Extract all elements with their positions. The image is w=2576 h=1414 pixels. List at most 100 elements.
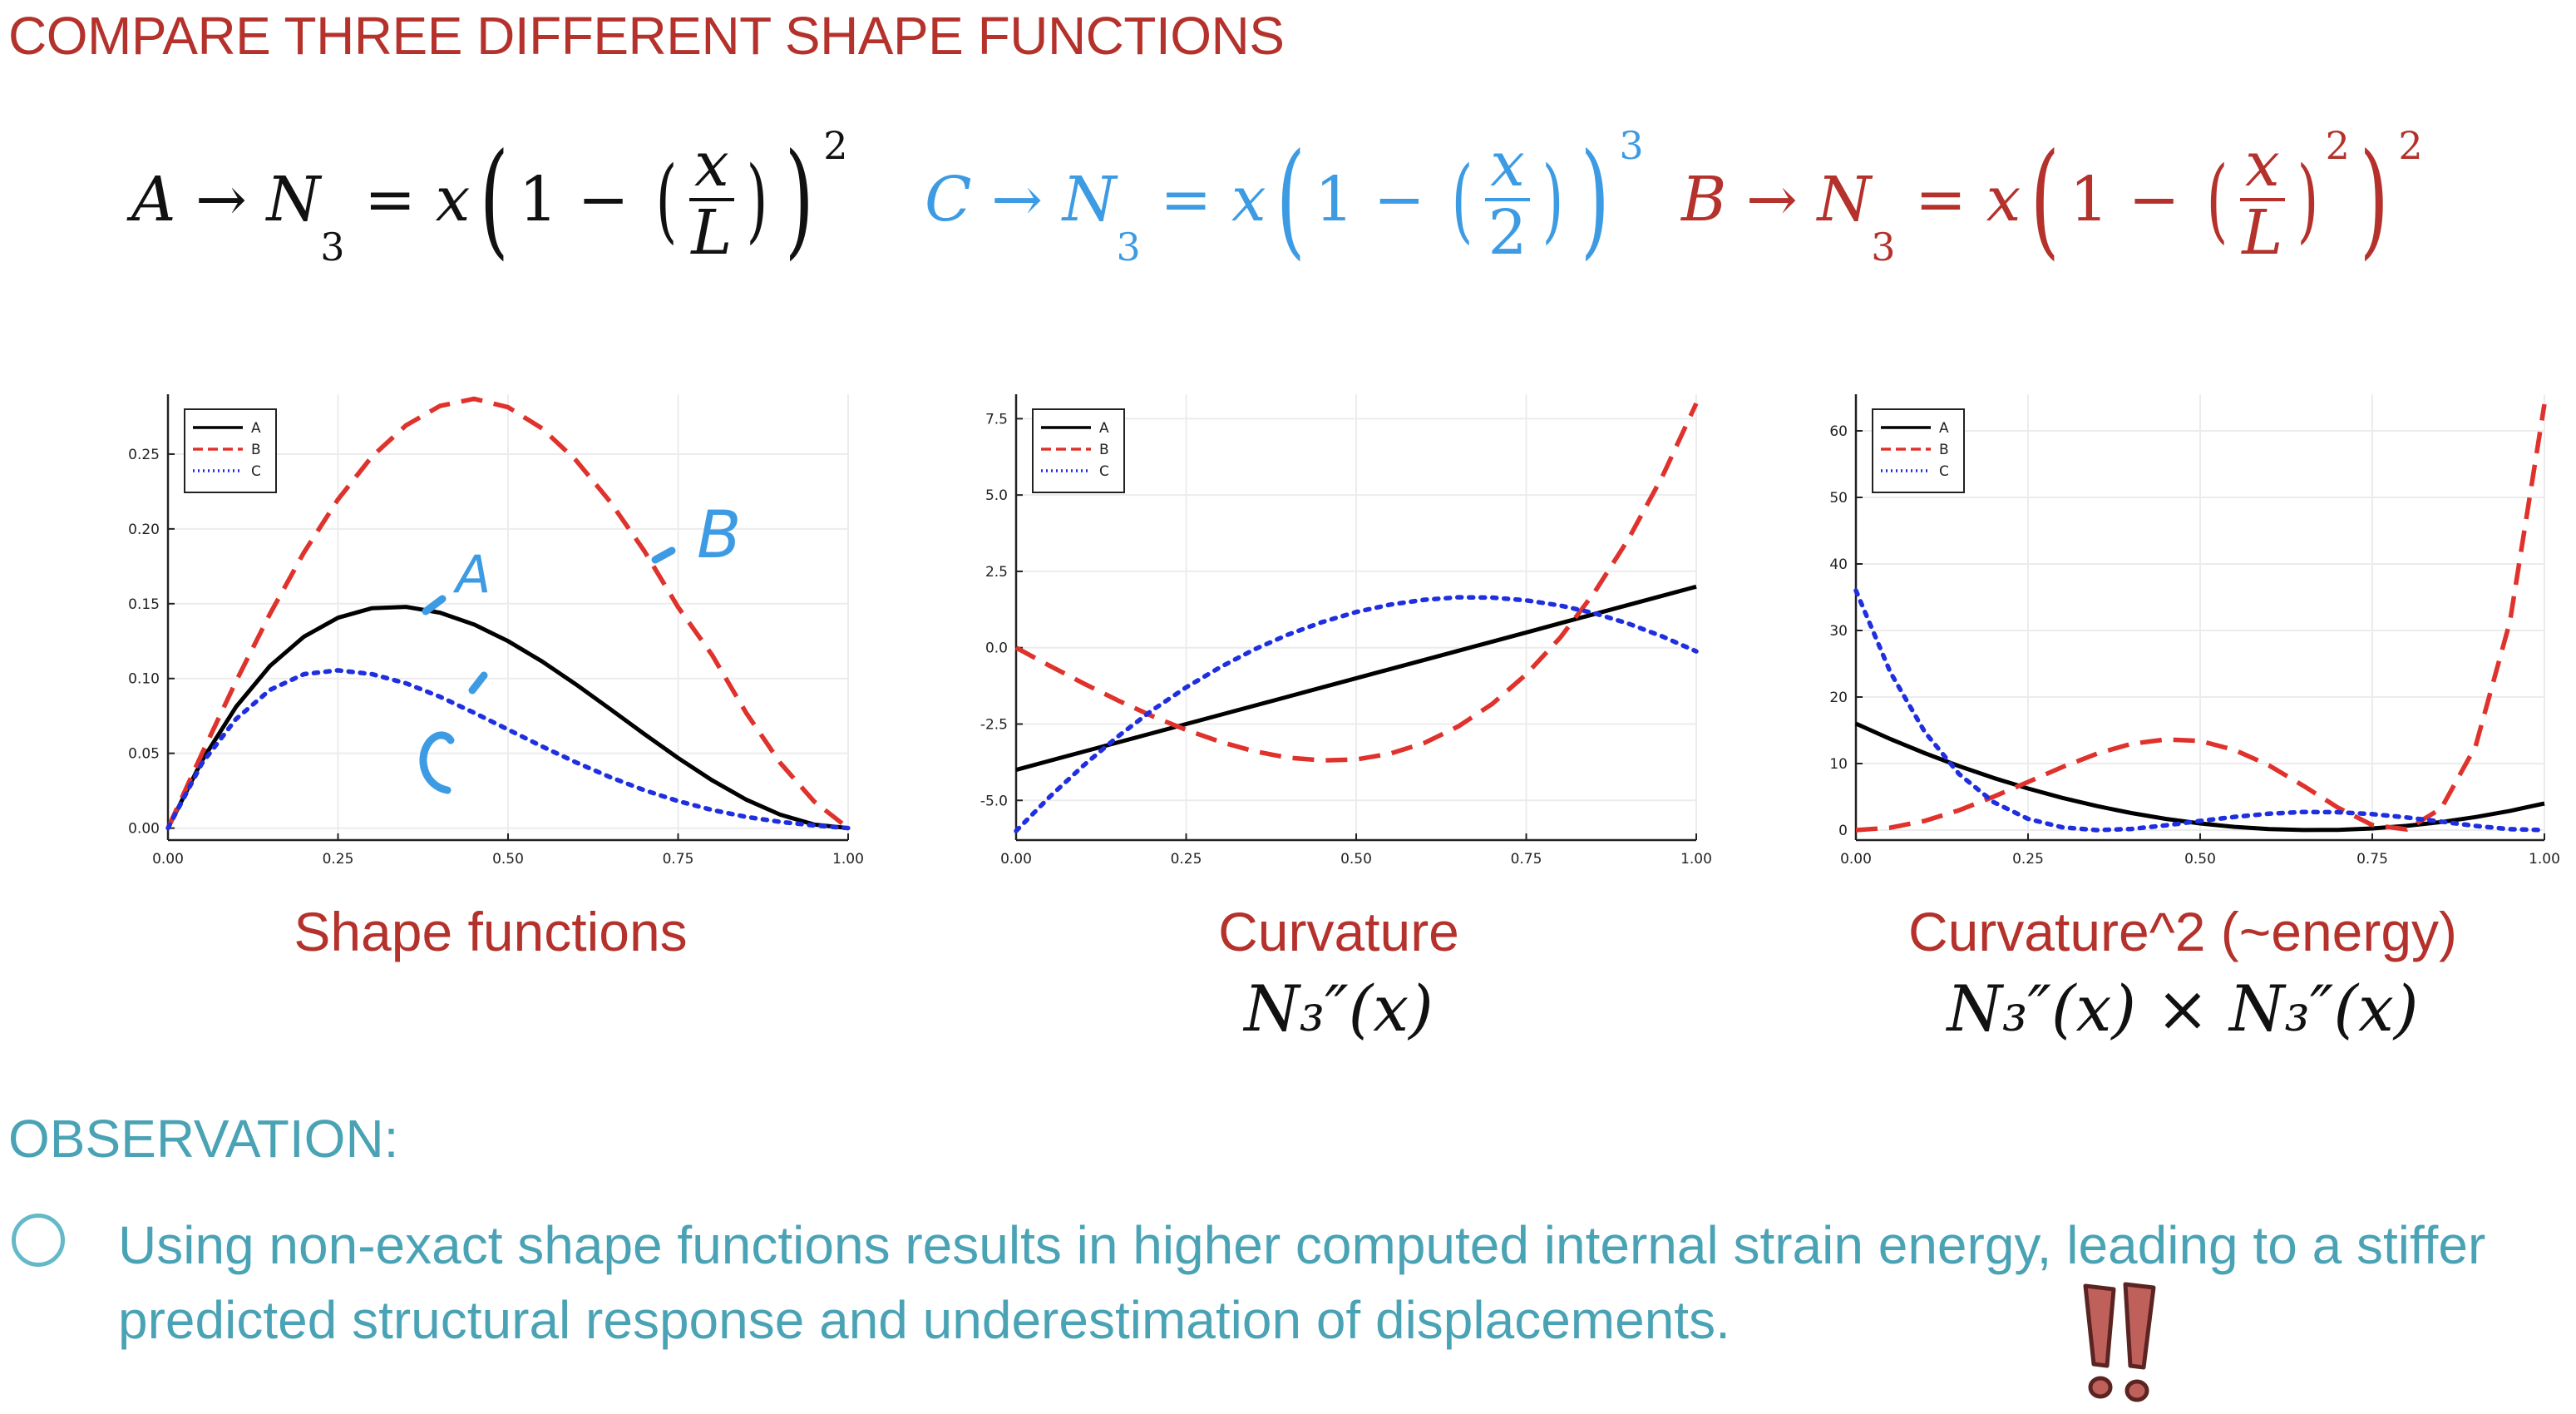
- chart-curvature: 0.00 0.25 0.50 0.75 1.00 -5.0 -2.5 0.0 2.5 5.0 7.5…: [956, 383, 1721, 898]
- series-line-C: [165, 668, 851, 831]
- eq-power: 2: [2398, 123, 2423, 168]
- eq-equals: =: [1160, 164, 1212, 235]
- annotation-tick-c: [468, 671, 488, 695]
- x-tick-label: 1.00: [832, 851, 864, 868]
- x-tick-label: 0.00: [1840, 851, 1872, 868]
- observation-heading: OBSERVATION:: [8, 1109, 399, 1169]
- series-line-B: [165, 396, 850, 830]
- eq-label: B: [1681, 164, 1727, 235]
- x-tick-label: 0.25: [1171, 851, 1202, 868]
- y-tick-label: 5.0: [985, 487, 1008, 504]
- eq-sub: 3: [1116, 225, 1141, 269]
- legend-label-B: B: [1099, 442, 1109, 458]
- annotation-b: B: [697, 499, 742, 573]
- eq-equals: =: [364, 164, 417, 235]
- eq-sub: 3: [320, 225, 345, 269]
- eq-minus: −: [577, 164, 629, 235]
- caption-energy-math: N₃″(x) × N₃″(x): [1947, 972, 2419, 1046]
- eq-power: 2: [823, 123, 848, 168]
- eq-one: 1: [518, 164, 558, 235]
- caption-curvature-math: N₃″(x): [1244, 972, 1434, 1046]
- observation-text: Using non-exact shape functions results …: [118, 1215, 2486, 1350]
- x-tick-label: 0.50: [2184, 851, 2216, 868]
- y-tick-label: 10: [1829, 756, 1848, 773]
- x-tick-label: 1.00: [2529, 851, 2560, 868]
- legend-label-B: B: [1939, 442, 1949, 458]
- y-tick-label: 50: [1829, 490, 1848, 507]
- eq-arrow: →: [1745, 164, 1798, 235]
- eq-one: 1: [1315, 164, 1355, 235]
- chart-shape-functions: 0.00 0.25 0.50 0.75 1.00 0.00 0.05 0.10 0.15 0.20…: [108, 383, 873, 898]
- eq-lhs: N: [1062, 164, 1117, 235]
- series-line-C: [1853, 588, 2547, 833]
- annotation-c-stroke: [419, 731, 455, 794]
- annotation-a: A: [452, 544, 491, 605]
- double-exclamation-icon: [2083, 1282, 2156, 1402]
- eq-lhs: N: [266, 164, 321, 235]
- eq-minus: −: [1373, 164, 1425, 235]
- eq-power: 3: [1619, 123, 1644, 168]
- y-tick-label: 20: [1829, 690, 1848, 706]
- x-tick-label: 1.00: [1680, 851, 1712, 868]
- y-tick-label: -5.0: [980, 793, 1008, 809]
- legend-label-C: C: [1099, 463, 1109, 480]
- curvature-plot: 0.00 0.25 0.50 0.75 1.00 -5.0 -2.5 0.0 2.5 5.0 7.5…: [980, 394, 1712, 868]
- shape-functions-plot: 0.00 0.25 0.50 0.75 1.00 0.00 0.05 0.10 0.15 0.20…: [128, 394, 864, 868]
- y-tick-label: 0.0: [985, 640, 1008, 657]
- exclamation-bar-2: [2123, 1282, 2156, 1370]
- page-title: COMPARE THREE DIFFERENT SHAPE FUNCTIONS: [8, 6, 1285, 66]
- y-tick-label: 60: [1829, 423, 1848, 440]
- legend-label-B: B: [251, 442, 261, 458]
- legend-label-C: C: [251, 463, 261, 480]
- eq-arrow: →: [991, 164, 1044, 235]
- eq-x: x: [1986, 164, 2021, 235]
- eq-x: x: [1231, 164, 1266, 235]
- eq-lhs: N: [1817, 164, 1872, 235]
- caption-energy: Curvature^2 (~energy): [1907, 901, 2458, 962]
- y-tick-label: 0.00: [128, 821, 160, 838]
- legend-label-A: A: [1939, 420, 1949, 437]
- chart-energy: 0.00 0.25 0.50 0.75 1.00 0 10 20 30 40 50 60 A B C: [1796, 383, 2569, 898]
- series-line-B: [1014, 402, 1699, 763]
- y-tick-label: 0.05: [128, 746, 160, 763]
- series-line-A: [165, 605, 849, 831]
- x-tick-label: 0.00: [152, 851, 184, 868]
- y-tick-label: 30: [1829, 623, 1848, 640]
- y-tick-label: 0.20: [128, 522, 160, 538]
- eq-sub: 3: [1871, 225, 1896, 269]
- series-line-C: [1014, 595, 1699, 833]
- x-tick-label: 0.75: [1511, 851, 1542, 868]
- legend-label-A: A: [1099, 420, 1109, 437]
- exclamation-dot-2: [2124, 1379, 2149, 1402]
- legend-box: [184, 408, 277, 493]
- exclamation-dot-1: [2088, 1376, 2113, 1399]
- eq-equals: =: [1915, 164, 1967, 235]
- series-line-A: [1015, 584, 1697, 773]
- annotation-tick-a: [422, 595, 447, 616]
- series-line-A: [1854, 721, 2545, 833]
- x-tick-label: 0.75: [663, 851, 694, 868]
- y-tick-label: 0.15: [128, 596, 160, 613]
- legend-label-A: A: [251, 420, 261, 437]
- caption-curvature: Curvature: [1218, 901, 1459, 962]
- eq-label: A: [131, 164, 176, 235]
- bullet-circle-icon: [12, 1214, 65, 1267]
- y-tick-label: 0.10: [128, 671, 160, 688]
- eq-x: x: [435, 164, 471, 235]
- eq-inner-power: 2: [2325, 123, 2350, 168]
- y-tick-label: 7.5: [985, 411, 1008, 428]
- caption-shape-functions: Shape functions: [294, 901, 688, 962]
- y-tick-label: 0.25: [128, 447, 160, 463]
- legend-box: [1032, 408, 1125, 493]
- y-tick-label: 40: [1829, 556, 1848, 573]
- handwritten-annotations: A B: [419, 499, 742, 794]
- energy-plot: 0.00 0.25 0.50 0.75 1.00 0 10 20 30 40 50 60 ABC: [1829, 394, 2560, 868]
- eq-label: C: [925, 164, 972, 235]
- legend-box: [1872, 408, 1965, 493]
- x-tick-label: 0.00: [1000, 851, 1032, 868]
- x-tick-label: 0.25: [2012, 851, 2044, 868]
